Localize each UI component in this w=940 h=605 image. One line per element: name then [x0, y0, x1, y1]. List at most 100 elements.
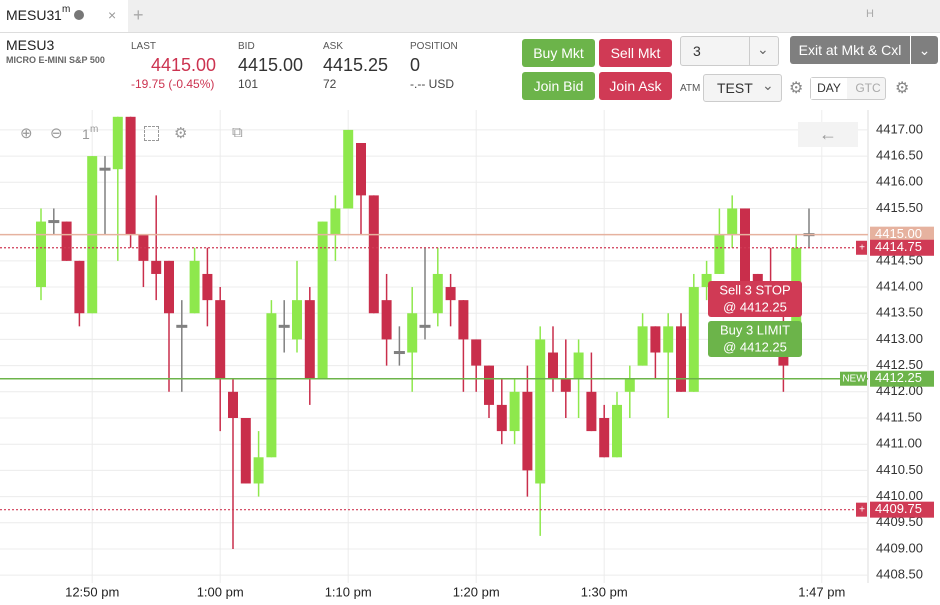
candle-body	[36, 221, 46, 288]
candle-body	[535, 339, 546, 484]
candle-body	[740, 208, 750, 301]
candle-body	[317, 221, 328, 379]
candle-body	[176, 324, 188, 328]
last-price: 4415.00	[151, 55, 217, 75]
price-label-box	[870, 501, 934, 518]
zoom-out[interactable]: ⊖	[50, 125, 63, 142]
candle-body	[381, 300, 392, 340]
toolbar-interval[interactable]: 1	[82, 126, 90, 142]
last-label: LAST	[131, 41, 157, 52]
chart-toolbar: ⊕ ⊖ 1 m ⚙ ⧉	[20, 124, 260, 146]
tif-toggle[interactable]: DAY GTC	[810, 77, 886, 100]
candle-body	[599, 418, 610, 458]
candle-body	[663, 326, 674, 353]
exit-dropdown[interactable]: ⌄	[911, 36, 938, 64]
ask-price: 4415.25	[323, 55, 389, 75]
bid-price: 4415.00	[238, 55, 304, 75]
order-box	[708, 281, 802, 317]
price-tag-box	[840, 371, 867, 386]
y-tick-label: 4413.00	[876, 331, 923, 346]
candle-body	[151, 260, 162, 274]
candle-body	[612, 404, 622, 458]
candle-body	[215, 300, 226, 379]
quantity-value: 3	[693, 43, 701, 59]
atm-value: TEST	[717, 80, 753, 96]
sell-mkt-button[interactable]: Sell Mkt	[599, 39, 672, 67]
candle-body	[522, 391, 533, 471]
price-tag: +	[859, 504, 865, 515]
price-tag-box	[856, 240, 867, 255]
hotkey: H	[866, 8, 874, 20]
copy-icon[interactable]: ⧉	[232, 124, 243, 141]
join-ask-button[interactable]: Join Ask	[599, 72, 672, 100]
y-tick-label: 4408.50	[876, 567, 923, 582]
candle-body	[624, 378, 635, 392]
bid-label: BID	[238, 41, 255, 52]
price-tag: NEW	[842, 373, 866, 384]
tab-interval: 1	[54, 7, 62, 23]
gtc-option[interactable]: GTC	[855, 81, 881, 95]
tab[interactable]: MESU3 1 m ×	[0, 0, 128, 32]
y-tick-label: 4411.00	[876, 436, 922, 451]
order-label: @ 4412.25	[723, 299, 787, 314]
back-button[interactable]: ←	[798, 122, 858, 147]
y-tick-label: 4411.50	[876, 409, 922, 424]
tab-unit: m	[62, 4, 71, 15]
candle-body	[586, 391, 597, 432]
candle-body	[676, 326, 686, 392]
y-tick-label: 4412.00	[876, 383, 923, 398]
candle-body	[407, 313, 418, 353]
candle-body	[61, 221, 72, 261]
day-option[interactable]: DAY	[811, 78, 847, 99]
candle-body	[356, 143, 366, 196]
y-tick-label: 4413.50	[876, 305, 923, 320]
toolbar-unit: m	[90, 124, 99, 135]
candle-body	[368, 195, 379, 314]
join-bid-button[interactable]: Join Bid	[522, 72, 595, 100]
candle-body	[471, 339, 482, 366]
exit-button[interactable]: Exit at Mkt & Cxl	[790, 36, 910, 64]
candle-body	[650, 326, 661, 353]
settings-icon[interactable]: ⚙	[174, 125, 188, 142]
order-label: Sell 3 STOP	[719, 282, 790, 297]
close-icon[interactable]: ×	[108, 7, 117, 23]
dropdown-arrow: ⌄	[757, 41, 769, 57]
candle-body	[701, 273, 712, 288]
atm-select[interactable]: TEST ⌄	[703, 74, 782, 102]
order-label: @ 4412.25	[723, 339, 787, 354]
position-pnl: -.-- USD	[410, 77, 454, 91]
candle-body	[99, 167, 111, 171]
order-label: Buy 3 LIMIT	[720, 322, 790, 337]
select-tool[interactable]	[144, 126, 159, 141]
price-label: 4415.00	[875, 226, 922, 241]
candle-body	[292, 300, 302, 340]
y-tick-label: 4409.50	[876, 514, 923, 529]
x-tick-label: 1:47 pm	[798, 584, 845, 599]
settings-icon[interactable]: ⚙	[895, 80, 910, 97]
quantity-select[interactable]: 3 ⌄	[680, 36, 779, 66]
candle-body	[637, 326, 648, 366]
settings-icon[interactable]: ⚙	[789, 80, 804, 97]
candle-body	[189, 260, 200, 314]
candle-body	[304, 300, 315, 379]
tab-bar	[0, 0, 940, 33]
y-tick-label: 4410.50	[876, 462, 923, 477]
zoom-in[interactable]: ⊕	[20, 125, 33, 142]
order-box	[708, 321, 802, 357]
price-label-box	[870, 226, 934, 243]
candle-body	[509, 391, 520, 432]
price-label: 4414.75	[875, 239, 922, 254]
quote-symbol: MESU3	[6, 37, 55, 53]
candle-body	[688, 287, 699, 392]
candle-body	[560, 378, 571, 392]
y-tick-label: 4416.00	[876, 174, 923, 189]
candle-body	[573, 352, 584, 379]
candle-body	[202, 273, 213, 301]
candle-body	[484, 365, 494, 405]
candle-body	[432, 273, 443, 314]
tab-symbol: MESU3	[6, 7, 55, 23]
add-tab[interactable]: +	[133, 5, 144, 25]
buy-mkt-button[interactable]: Buy Mkt	[522, 39, 595, 67]
